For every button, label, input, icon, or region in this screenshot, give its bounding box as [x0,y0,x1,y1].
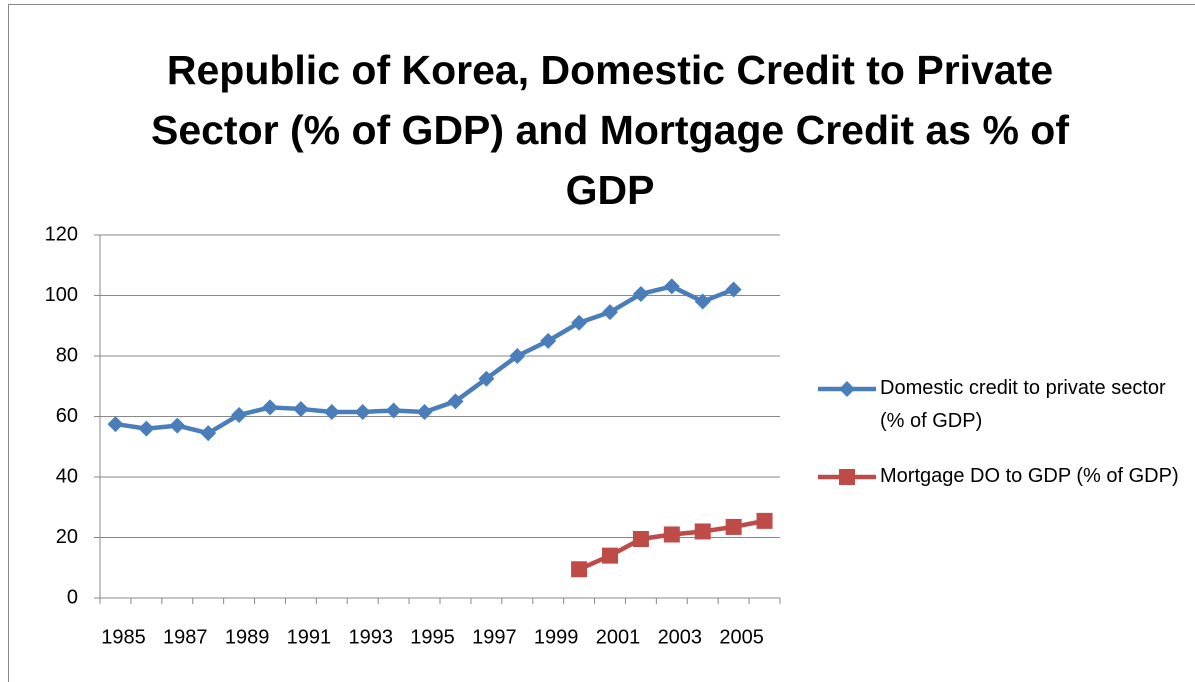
x-tick-label: 2005 [719,626,764,648]
marker [602,304,618,321]
marker [725,518,742,535]
x-tick-label: 1993 [348,626,393,648]
x-tick-label: 1989 [225,626,270,648]
marker [839,469,855,485]
x-tick-label: 2001 [596,626,641,648]
marker [725,281,742,298]
marker [231,406,248,423]
marker [509,348,526,364]
marker [663,278,680,295]
marker [200,425,217,442]
marker [694,523,711,540]
marker [416,403,433,420]
y-tick-label: 100 [45,284,78,306]
marker [138,420,155,437]
marker [663,526,680,543]
marker [632,531,649,548]
marker [540,332,557,349]
x-tick-label: 1995 [410,626,455,648]
marker [571,314,588,331]
x-tick-label: 1987 [163,626,208,648]
x-tick-label: 1985 [101,626,146,648]
frame [8,4,1195,682]
x-tick-label: 1991 [287,626,332,648]
marker [447,393,464,410]
x-tick-label: 1997 [472,626,517,648]
marker [292,400,309,417]
legend-label: Domestic credit to private sector (% of … [880,377,1166,432]
marker [571,561,588,578]
y-tick-label: 0 [67,586,78,608]
marker [756,512,773,529]
x-tick-label: 2003 [658,626,703,648]
y-tick-label: 60 [56,405,78,427]
marker [602,547,618,564]
marker [478,370,495,387]
y-tick-label: 120 [45,223,78,245]
marker [354,403,371,420]
y-tick-label: 20 [56,526,78,548]
marker [694,293,711,310]
y-tick-label: 40 [56,465,78,487]
marker [107,416,124,433]
legend-label: Mortgage DO to GDP (% of GDP) [880,465,1179,487]
marker [262,399,278,416]
marker [385,402,402,419]
marker [323,403,340,420]
marker [839,381,855,397]
marker [169,417,186,434]
x-tick-label: 1999 [534,626,579,648]
y-tick-label: 80 [56,344,78,366]
chart-title: Republic of Korea, Domestic Credit to Pr… [150,47,1070,213]
marker [632,285,649,302]
